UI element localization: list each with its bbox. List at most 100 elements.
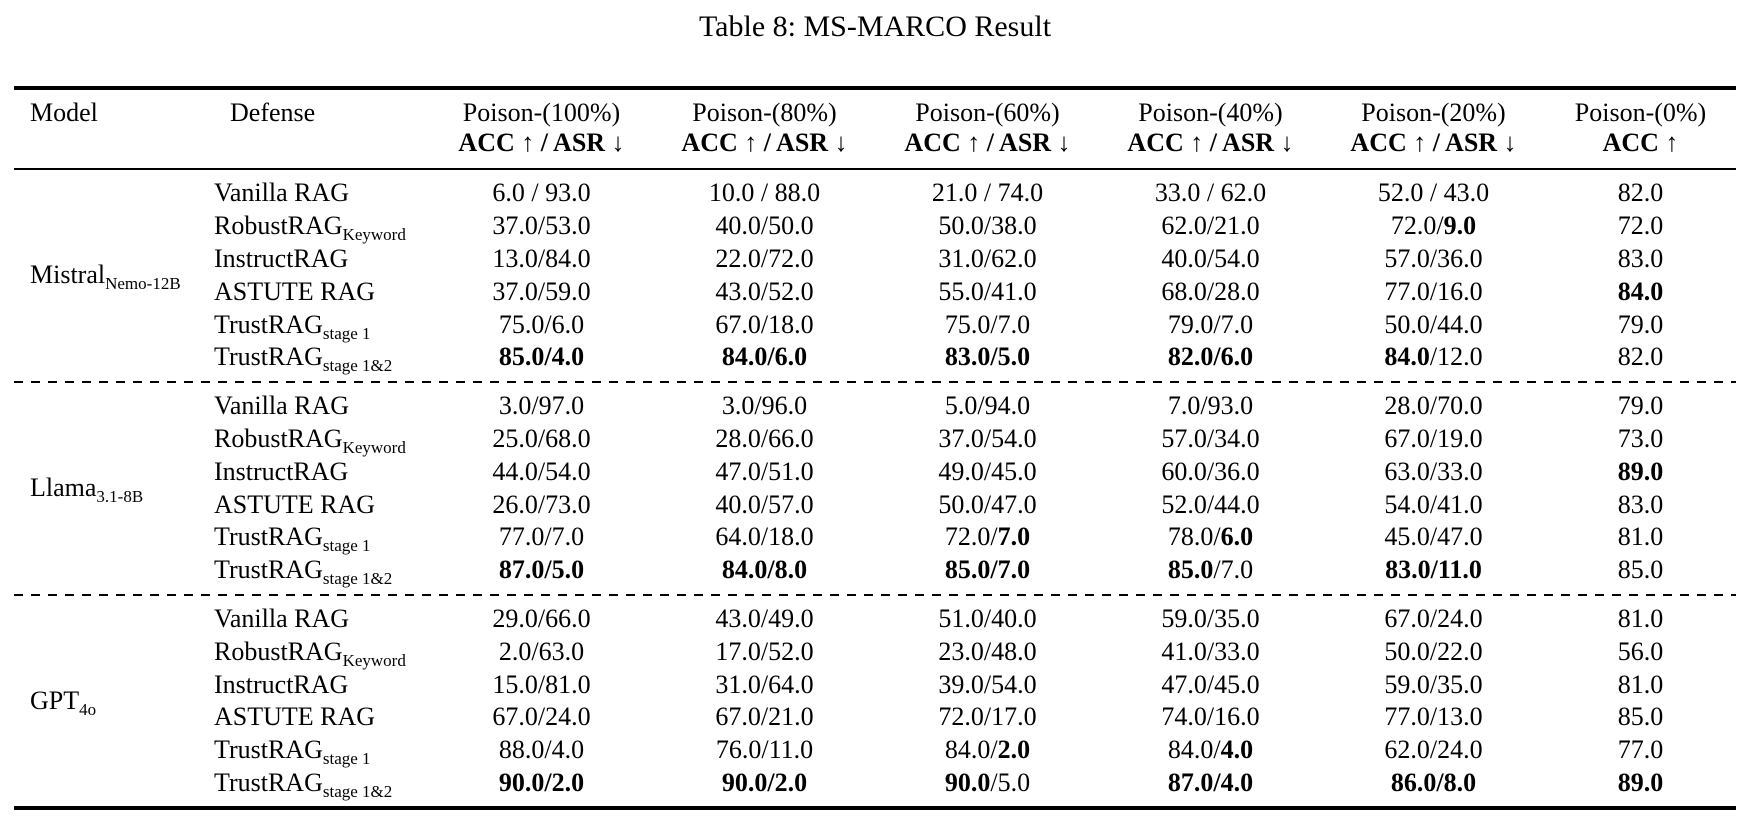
result-cell: 67.0/24.0 [1322, 603, 1545, 633]
result-cell: 77.0 [1545, 737, 1736, 763]
result-cell: 15.0/81.0 [430, 669, 653, 699]
value: 88.0/4.0 [498, 735, 585, 765]
header-metrics: ACC ↑ / ASR ↓ [1350, 128, 1517, 157]
result-cell: 47.0/45.0 [1099, 671, 1322, 698]
result-cell: 84.0/12.0 [1322, 344, 1545, 370]
result-cell: 37.0/53.0 [430, 213, 653, 239]
result-cell: 81.0 [1545, 671, 1736, 698]
result-cell: 72.0/9.0 [1322, 213, 1545, 239]
value: 44.0/54.0 [492, 456, 591, 486]
value: 75.0/7.0 [944, 309, 1031, 339]
value: 67.0/24.0 [1384, 603, 1483, 633]
value: 78.0/ [1167, 522, 1221, 552]
value: 17.0/52.0 [715, 636, 814, 666]
model-subscript: 3.1-8B [96, 487, 144, 507]
value: 60.0/36.0 [1161, 456, 1260, 486]
value: 59.0/35.0 [1384, 669, 1483, 699]
result-cell: 90.0/2.0 [653, 769, 876, 796]
result-cell: 43.0/52.0 [653, 278, 876, 305]
result-cell: 31.0/62.0 [876, 243, 1099, 273]
defense-label: InstructRAG [214, 456, 430, 486]
defense-subscript: Keyword [342, 650, 406, 670]
defense-label: ASTUTE RAG [214, 276, 430, 306]
defense-subscript: stage 1 [322, 323, 371, 343]
table-row: RobustRAGKeyword 2.0/63.0 17.0/52.0 23.0/48… [14, 635, 1736, 670]
result-cell: 67.0/21.0 [653, 704, 876, 730]
defense-name: ASTUTE RAG [214, 276, 376, 306]
result-cell: 37.0/59.0 [430, 278, 653, 305]
value: 15.0/81.0 [492, 669, 591, 699]
value: 81.0 [1617, 603, 1664, 633]
defense-label: TrustRAGstage 1 [214, 311, 430, 342]
bold-value: 89.0 [1617, 456, 1664, 486]
result-cell: 76.0/11.0 [653, 737, 876, 763]
value: 82.0 [1617, 178, 1664, 208]
value: 40.0/57.0 [715, 489, 814, 519]
result-cell: 29.0/66.0 [430, 605, 653, 632]
defense-subscript: stage 1&2 [322, 356, 393, 376]
result-cell: 79.0 [1545, 311, 1736, 338]
result-cell: 89.0 [1545, 456, 1736, 486]
value: 7.0/93.0 [1167, 391, 1254, 421]
bold-value: 85.0/7.0 [944, 555, 1031, 585]
result-cell: 81.0 [1545, 524, 1736, 550]
bold-value: 87.0/4.0 [1167, 767, 1254, 797]
defense-label: Vanilla RAG [214, 393, 430, 419]
result-cell: 62.0/24.0 [1322, 737, 1545, 763]
header-cell-poison-80: Poison-(80%) ACC ↑ / ASR ↓ [653, 98, 876, 158]
bottom-rule [14, 806, 1736, 811]
value: 72.0 [1617, 211, 1664, 241]
result-cell: 79.0/7.0 [1099, 311, 1322, 338]
result-cell: 28.0/66.0 [653, 425, 876, 452]
result-cell: 50.0/38.0 [876, 213, 1099, 239]
value: 63.0/33.0 [1384, 456, 1483, 486]
result-cell: 84.0 [1545, 276, 1736, 306]
defense-name: RobustRAG [214, 423, 343, 453]
value: 31.0/62.0 [938, 243, 1037, 273]
defense-name: TrustRAG [214, 342, 323, 372]
header-metrics: ACC ↑ / ASR ↓ [458, 128, 625, 157]
header-title: Poison-(20%) [1361, 98, 1506, 127]
model-name: Mistral [30, 260, 106, 290]
bold-value: 84.0 [1617, 276, 1664, 306]
result-cell: 3.0/97.0 [430, 393, 653, 419]
result-cell: 3.0/96.0 [653, 393, 876, 419]
bold-value: 85.0/4.0 [498, 342, 585, 372]
value: 39.0/54.0 [938, 669, 1037, 699]
result-cell: 31.0/64.0 [653, 669, 876, 699]
table-row: Vanilla RAG 3.0/97.0 3.0/96.0 5.0/94.0 7.0/9… [14, 390, 1736, 423]
value: 85.0 [1617, 555, 1664, 585]
value: 31.0/64.0 [715, 669, 814, 699]
value: 77.0/16.0 [1384, 276, 1483, 306]
result-cell: 10.0 / 88.0 [653, 180, 876, 206]
result-cell: 86.0/8.0 [1322, 769, 1545, 796]
table-row: InstructRAG 15.0/81.0 31.0/64.0 39.0/54.0 47… [14, 668, 1736, 701]
value: 50.0/38.0 [938, 211, 1037, 241]
value: 82.0 [1617, 342, 1664, 372]
model-label: Llama3.1-8B [30, 473, 144, 507]
value: 43.0/49.0 [715, 603, 814, 633]
value: 26.0/73.0 [492, 489, 591, 519]
value: 76.0/11.0 [715, 735, 814, 765]
value: 33.0 / 62.0 [1154, 178, 1267, 208]
result-cell: 72.0 [1545, 213, 1736, 239]
header-title: Poison-(100%) [462, 98, 621, 127]
result-cell: 2.0/63.0 [430, 638, 653, 665]
result-cell: 84.0/8.0 [653, 557, 876, 583]
result-cell: 39.0/54.0 [876, 669, 1099, 699]
result-cell: 75.0/7.0 [876, 309, 1099, 339]
result-cell: 56.0 [1545, 638, 1736, 665]
model-section-gpt: GPT4o Vanilla RAG 29.0/66.0 43.0/49.0 51.0/4… [14, 596, 1736, 807]
bold-value: 7.0 [997, 522, 1031, 552]
table-row: TrustRAGstage 1&2 85.0/4.0 84.0/6.0 83.0/5.… [14, 341, 1736, 376]
result-cell: 77.0/13.0 [1322, 704, 1545, 730]
value: 84.0/ [1167, 735, 1221, 765]
value: 68.0/28.0 [1161, 276, 1260, 306]
defense-label: Vanilla RAG [214, 605, 430, 632]
value: 45.0/47.0 [1384, 522, 1483, 552]
defense-name: TrustRAG [214, 767, 323, 797]
result-cell: 90.0/5.0 [876, 769, 1099, 796]
value: 57.0/34.0 [1161, 423, 1260, 453]
result-cell: 25.0/68.0 [430, 425, 653, 452]
defense-name: InstructRAG [214, 456, 349, 486]
